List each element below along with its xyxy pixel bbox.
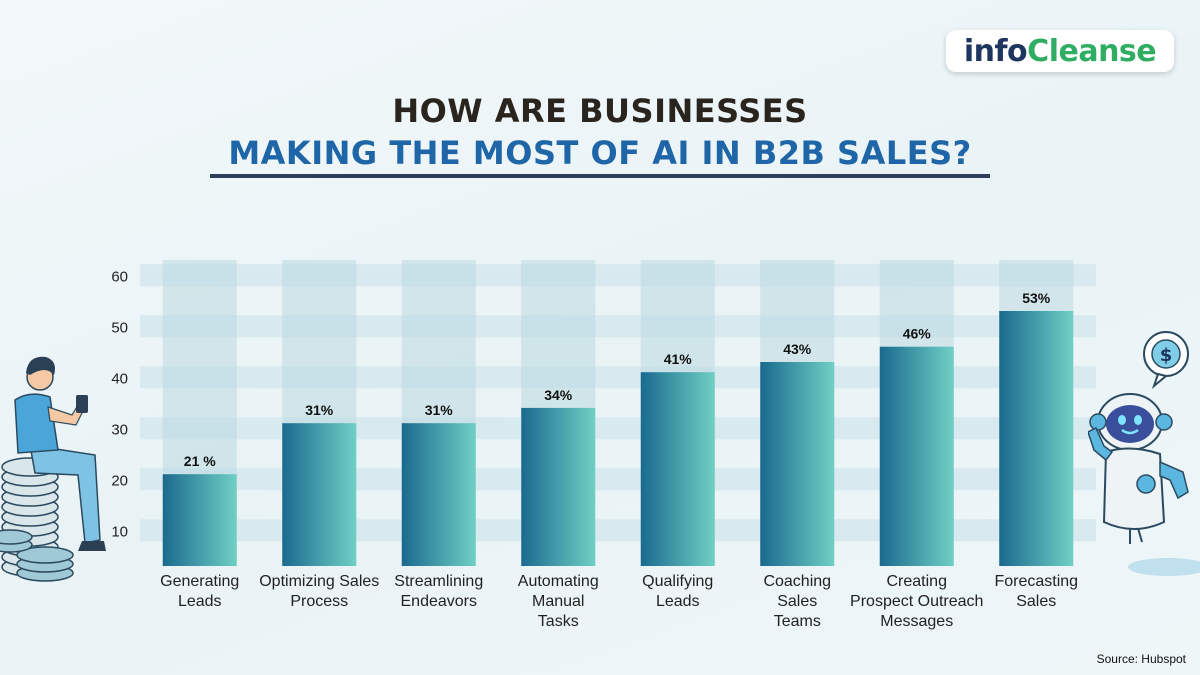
x-tick-label: Automating — [518, 573, 599, 590]
x-tick-label: Teams — [774, 613, 821, 630]
bar — [999, 311, 1074, 566]
grid-band-50 — [140, 315, 1096, 338]
x-tick-label: Creating — [887, 573, 947, 590]
x-tick-label: Streamlining — [394, 573, 483, 590]
title-underline — [210, 174, 990, 178]
grid-band-40 — [140, 366, 1096, 389]
y-tick-10: 10 — [111, 523, 128, 540]
bar — [879, 346, 954, 566]
x-tick-label: Generating — [160, 573, 239, 590]
y-tick-40: 40 — [111, 370, 128, 387]
x-tick-label: Leads — [178, 593, 222, 610]
y-tick-20: 20 — [111, 472, 128, 489]
bar-value-label: 31% — [425, 402, 454, 418]
bar-value-label: 34% — [544, 387, 573, 403]
bar-value-label: 41% — [664, 351, 693, 367]
robot-dollar-icon: $ — [1088, 331, 1200, 576]
bar-value-label: 43% — [783, 341, 812, 357]
x-tick-label: Optimizing Sales — [259, 573, 379, 590]
grid-band-10 — [140, 519, 1096, 542]
bar-value-label: 46% — [903, 326, 932, 342]
x-tick-label: Sales — [777, 593, 817, 610]
x-tick-label: Forecasting — [994, 573, 1078, 590]
brand-logo-part2: Cleanse — [1027, 33, 1157, 69]
bar — [521, 407, 596, 566]
x-tick-label: Leads — [656, 593, 700, 610]
chart-title-line1: HOW ARE BUSINESSES — [392, 92, 808, 130]
bar — [162, 474, 237, 566]
x-tick-label: Coaching — [763, 573, 831, 590]
x-tick-label: Endeavors — [401, 593, 478, 610]
y-tick-30: 30 — [111, 421, 128, 438]
bar — [760, 362, 835, 566]
bar — [282, 423, 357, 566]
brand-logo: info Cleanse — [946, 30, 1174, 72]
source-note: Source: Hubspot — [1096, 652, 1186, 666]
x-tick-label: Process — [290, 593, 348, 610]
grid-band-60 — [140, 264, 1096, 287]
bar — [401, 423, 476, 566]
person-on-coins-icon — [0, 356, 106, 582]
x-tick-label: Tasks — [538, 613, 579, 630]
x-tick-label: Sales — [1016, 593, 1056, 610]
bar-value-label: 21 % — [184, 453, 216, 469]
y-tick-50: 50 — [111, 319, 128, 336]
x-tick-label: Qualifying — [642, 573, 713, 590]
grid-band-20 — [140, 468, 1096, 491]
x-tick-label: Manual — [532, 593, 584, 610]
bar — [640, 372, 715, 566]
bar-value-label: 31% — [305, 402, 334, 418]
chart-title-line2: MAKING THE MOST OF AI IN B2B SALES? — [228, 134, 972, 172]
x-tick-label: Messages — [880, 613, 953, 630]
svg-text:$: $ — [1160, 345, 1173, 366]
grid-band-30 — [140, 417, 1096, 440]
brand-logo-part1: info — [963, 33, 1028, 69]
x-tick-label: Prospect Outreach — [850, 593, 983, 610]
y-tick-60: 60 — [111, 268, 128, 285]
bar-value-label: 53% — [1022, 290, 1051, 306]
